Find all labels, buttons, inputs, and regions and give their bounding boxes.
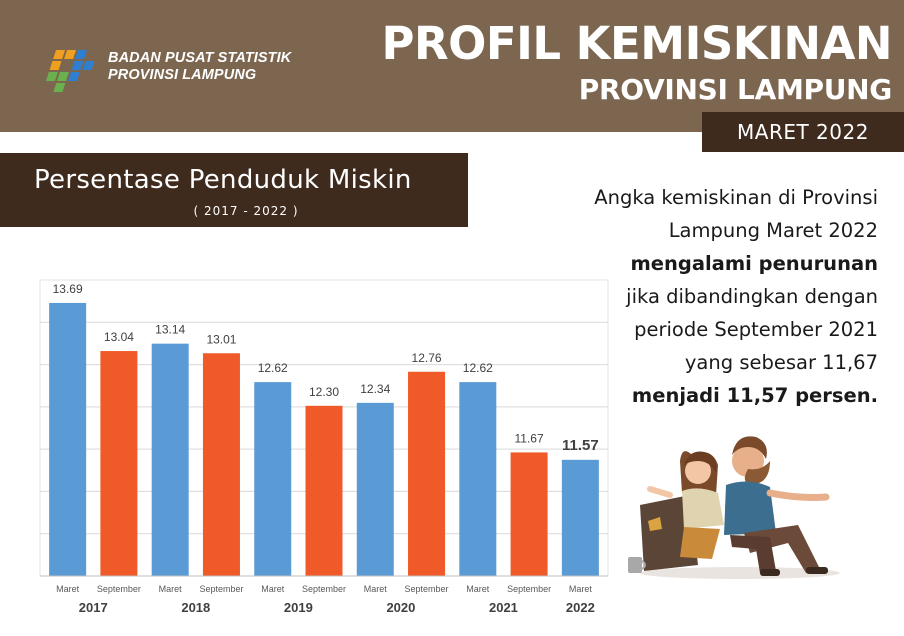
- data-label: 12.62: [463, 361, 493, 375]
- year-group-label: 2021: [489, 600, 518, 615]
- bar: [49, 302, 87, 576]
- category-tick-label: Maret: [56, 584, 80, 594]
- data-label: 11.57: [562, 437, 599, 454]
- narrative-line-6: yang sebesar 11,67: [684, 351, 878, 374]
- category-tick-label: Maret: [466, 584, 490, 594]
- period-badge: MARET 2022: [702, 112, 904, 152]
- data-label: 12.62: [258, 361, 288, 375]
- data-label: 13.04: [104, 330, 134, 344]
- header-banner: BADAN PUSAT STATISTIK PROVINSI LAMPUNG P…: [0, 0, 904, 132]
- page-subtitle: PROVINSI LAMPUNG: [578, 73, 893, 106]
- year-group-label: 2017: [79, 600, 108, 615]
- narrative-line-1: Angka kemiskinan di Provinsi: [594, 186, 878, 209]
- year-group-label: 2022: [566, 600, 595, 615]
- narrative-line-2: Lampung Maret 2022: [668, 219, 878, 242]
- year-group-label: 2018: [181, 600, 210, 615]
- data-label: 13.01: [206, 332, 236, 346]
- bar: [202, 353, 240, 576]
- category-tick-label: Maret: [364, 584, 388, 594]
- bar: [510, 452, 548, 576]
- category-tick-label: September: [302, 584, 346, 594]
- chart-title: Persentase Penduduk Miskin: [34, 165, 412, 195]
- year-group-label: 2020: [386, 600, 415, 615]
- chart-subtitle: ( 2017 - 2022 ): [193, 204, 299, 218]
- narrative-text: Angka kemiskinan di Provinsi Lampung Mar…: [518, 181, 878, 412]
- data-label: 12.34: [360, 382, 390, 396]
- category-tick-label: Maret: [261, 584, 285, 594]
- chart-title-box: Persentase Penduduk Miskin ( 2017 - 2022…: [0, 153, 468, 227]
- bar: [356, 402, 394, 576]
- data-label: 13.14: [155, 323, 185, 337]
- page-title: PROFIL KEMISKINAN: [381, 17, 892, 70]
- bps-logo-icon: [45, 50, 95, 92]
- organization-name: BADAN PUSAT STATISTIK PROVINSI LAMPUNG: [108, 50, 291, 84]
- category-tick-label: Maret: [159, 584, 183, 594]
- narrative-line-4: jika dibandingkan dengan: [626, 285, 878, 308]
- category-tick-label: September: [199, 584, 243, 594]
- category-tick-label: September: [405, 584, 449, 594]
- category-tick-label: September: [507, 584, 551, 594]
- org-name-line2: PROVINSI LAMPUNG: [108, 67, 257, 83]
- bar: [459, 382, 497, 576]
- bar: [151, 343, 189, 576]
- bar: [408, 371, 446, 576]
- bar: [305, 405, 343, 576]
- year-group-label: 2019: [284, 600, 313, 615]
- data-label: 12.76: [412, 351, 442, 365]
- org-name-line1: BADAN PUSAT STATISTIK: [108, 50, 292, 66]
- data-label: 11.67: [515, 431, 544, 445]
- bar: [561, 459, 599, 576]
- category-tick-label: Maret: [569, 584, 593, 594]
- bar: [100, 351, 138, 576]
- bar: [254, 382, 292, 576]
- narrative-line-3: mengalami penurunan: [630, 252, 878, 275]
- poverty-people-illustration: [628, 436, 840, 579]
- narrative-line-5: periode September 2021: [634, 318, 878, 341]
- data-label: 13.69: [53, 282, 83, 296]
- narrative-line-7: menjadi 11,57 persen.: [631, 384, 878, 407]
- poverty-bar-chart: 13.69 Maret 13.04 September 13.14 Maret 13.01 S…: [39, 279, 609, 615]
- data-label: 12.30: [309, 385, 339, 399]
- category-tick-label: September: [97, 584, 141, 594]
